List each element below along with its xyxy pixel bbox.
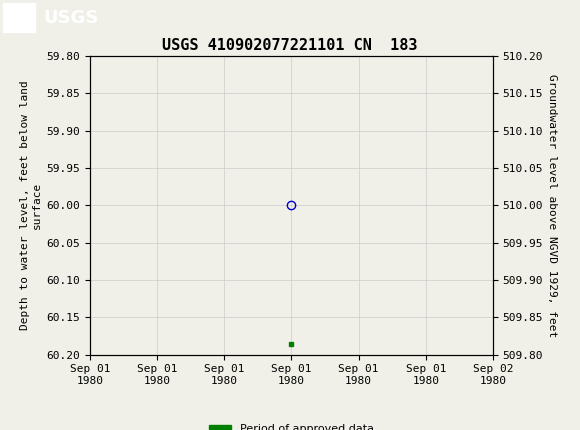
Text: USGS 410902077221101 CN  183: USGS 410902077221101 CN 183 (162, 38, 418, 52)
Text: USGS: USGS (44, 9, 99, 27)
Legend: Period of approved data: Period of approved data (205, 420, 379, 430)
Y-axis label: Depth to water level, feet below land
surface: Depth to water level, feet below land su… (20, 80, 42, 330)
Y-axis label: Groundwater level above NGVD 1929, feet: Groundwater level above NGVD 1929, feet (548, 74, 557, 337)
Bar (3, 3, 35, 32)
